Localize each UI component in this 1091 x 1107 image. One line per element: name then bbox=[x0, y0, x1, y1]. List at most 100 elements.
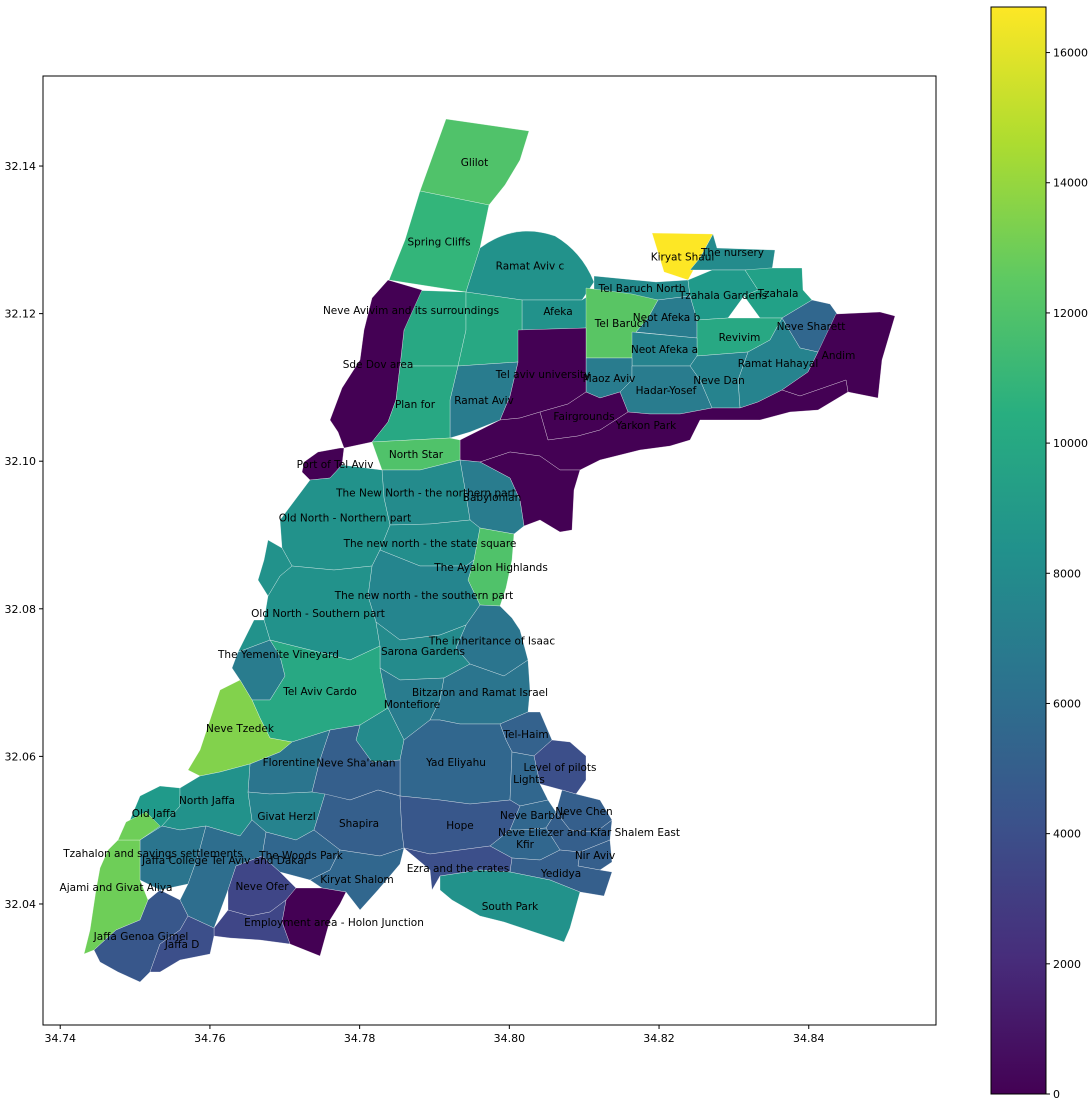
neighborhood-label: Jaffa D bbox=[164, 939, 200, 951]
neighborhood-label: Neot Afeka b bbox=[633, 312, 701, 324]
neighborhood-label: Level of pilots bbox=[523, 762, 596, 774]
neighborhood-label: Nir Aviv bbox=[575, 850, 615, 862]
x-tick-label: 34.78 bbox=[344, 1032, 376, 1045]
x-tick-label: 34.74 bbox=[44, 1032, 76, 1045]
neighborhood-label: Neve Barbur bbox=[500, 810, 567, 822]
neighborhood-label: Tzahala Gardens bbox=[678, 290, 767, 302]
neighborhood-label: The new north - the state square bbox=[343, 538, 517, 550]
colorbar-tick-label: 8000 bbox=[1053, 567, 1081, 580]
neighborhood-region-level-of-pilots bbox=[533, 739, 587, 795]
neighborhood-label: Ajami and Givat Aliya bbox=[60, 882, 173, 894]
neighborhood-label: Sarona Gardens bbox=[381, 646, 465, 658]
neighborhood-label: Ramat Aviv bbox=[454, 395, 514, 407]
neighborhood-label: Hope bbox=[446, 820, 473, 832]
neighborhood-label: Tel Baruch North bbox=[597, 283, 685, 295]
neighborhood-region-old-north-coast bbox=[237, 619, 271, 653]
neighborhood-label: Neve Chen bbox=[555, 806, 612, 818]
neighborhood-label: Revivim bbox=[719, 332, 761, 344]
colorbar-tick-label: 10000 bbox=[1053, 437, 1088, 450]
y-tick-label: 32.14 bbox=[5, 160, 37, 173]
neighborhood-region-neve-avivim-2 bbox=[457, 291, 523, 367]
neighborhood-label: Old Jaffa bbox=[132, 808, 176, 820]
neighborhood-label: Plan for bbox=[395, 399, 436, 411]
neighborhood-label: Tel Aviv Cardo bbox=[282, 686, 357, 698]
neighborhood-label: The Yemenite Vineyard bbox=[217, 649, 339, 661]
neighborhood-label: South Park bbox=[482, 901, 539, 913]
x-tick-label: 34.84 bbox=[793, 1032, 825, 1045]
neighborhood-label: Employment area - Holon Junction bbox=[244, 917, 424, 929]
neighborhood-label: Spring Cliffs bbox=[407, 237, 470, 249]
map-y-axis: 32.04 32.06 32.08 32.10 32.12 32.14 bbox=[5, 160, 43, 911]
y-tick-label: 32.06 bbox=[5, 750, 37, 763]
colorbar-tick-label: 0 bbox=[1053, 1088, 1060, 1101]
neighborhood-label: Bitzaron and Ramat Israel bbox=[412, 687, 548, 699]
neighborhood-label: Jaffa College Tel Aviv and Dakar bbox=[141, 855, 309, 867]
neighborhood-label: Port of Tel Aviv bbox=[297, 459, 374, 471]
neighborhood-label: Old North - Southern part bbox=[251, 608, 385, 620]
neighborhood-label: Kiryat Shaul bbox=[651, 252, 715, 264]
colorbar-tick-label: 16000 bbox=[1053, 47, 1088, 60]
colorbar-gradient bbox=[990, 6, 1047, 1095]
neighborhood-label: The nursery bbox=[700, 247, 764, 259]
neighborhood-label: Fairgrounds bbox=[553, 411, 614, 423]
neighborhood-label: The Ayalon Highlands bbox=[433, 562, 548, 574]
neighborhood-region-south-park bbox=[439, 869, 581, 943]
neighborhood-region-coast-strip bbox=[257, 539, 293, 597]
neighborhood-label: Glilot bbox=[461, 157, 488, 169]
neighborhood-region-ajami bbox=[83, 839, 149, 955]
neighborhood-label: Babylonian bbox=[463, 492, 522, 504]
neighborhood-polygons bbox=[83, 118, 896, 983]
neighborhood-label: Lights bbox=[513, 774, 545, 786]
colorbar-tick-label: 6000 bbox=[1053, 697, 1081, 710]
neighborhood-label: Neve Avivim and its surroundings bbox=[323, 305, 499, 317]
neighborhood-label: Ezra and the crates bbox=[407, 863, 509, 875]
colorbar-tick-label: 2000 bbox=[1053, 958, 1081, 971]
y-tick-label: 32.12 bbox=[5, 308, 37, 321]
neighborhood-label: Andim bbox=[822, 350, 856, 362]
neighborhood-region-employment-west bbox=[213, 899, 291, 945]
colorbar: 0 2000 4000 6000 8000 10000 12000 14000 16000 bbox=[990, 6, 1088, 1101]
colorbar-tick-label: 4000 bbox=[1053, 828, 1081, 841]
neighborhood-label: North Star bbox=[389, 449, 444, 461]
neighborhood-label: The new north - the southern part bbox=[334, 590, 514, 602]
neighborhood-label: Hadar-Yosef bbox=[636, 385, 697, 397]
y-tick-label: 32.10 bbox=[5, 455, 37, 468]
neighborhood-label: Ramat Aviv c bbox=[496, 261, 565, 273]
neighborhood-label: Shapira bbox=[339, 818, 379, 830]
neighborhood-label: Tel-Haim bbox=[502, 729, 548, 741]
x-tick-label: 34.76 bbox=[194, 1032, 226, 1045]
neighborhood-label: The New North - the northern part bbox=[335, 488, 516, 500]
neighborhood-label: Montefiore bbox=[384, 699, 440, 711]
x-tick-label: 34.82 bbox=[643, 1032, 675, 1045]
neighborhood-label: Tel Baruch bbox=[594, 318, 649, 330]
neighborhood-label: Maoz Aviv bbox=[583, 373, 636, 385]
neighborhood-label: Florentine bbox=[263, 757, 316, 769]
neighborhood-label: Neve Ofer bbox=[235, 881, 289, 893]
neighborhood-labels: Glilot Spring Cliffs Ramat Aviv c Kiryat Sh… bbox=[60, 157, 856, 951]
neighborhood-label: Kiryat Shalom bbox=[320, 874, 394, 886]
neighborhood-label: Ramat Hahayal bbox=[738, 358, 819, 370]
neighborhood-label: The Woods Park bbox=[258, 850, 344, 862]
neighborhood-label: Neve Sharett bbox=[777, 321, 846, 333]
colorbar-tick-label: 14000 bbox=[1053, 177, 1088, 190]
neighborhood-label: Sde Dov area bbox=[343, 359, 414, 371]
neighborhood-label: Yarkon Park bbox=[615, 420, 677, 432]
neighborhood-label: Neve Tzedek bbox=[206, 723, 275, 735]
neighborhood-label: Yedidya bbox=[540, 868, 581, 880]
neighborhood-label: Neve Eliezer and Kfar Shalem East bbox=[498, 827, 680, 839]
neighborhood-label: Tzahalon and savings settlements bbox=[62, 848, 243, 860]
y-tick-label: 32.04 bbox=[5, 898, 37, 911]
neighborhood-label: Yad Eliyahu bbox=[425, 757, 486, 769]
neighborhood-label: Givat Herzl bbox=[257, 811, 315, 823]
x-tick-label: 34.80 bbox=[494, 1032, 526, 1045]
colorbar-tick-label: 12000 bbox=[1053, 307, 1088, 320]
neighborhood-label: Tel aviv university bbox=[495, 369, 590, 381]
neighborhood-label: Neot Afeka a bbox=[631, 344, 698, 356]
y-tick-label: 32.08 bbox=[5, 603, 37, 616]
neighborhood-label: Neve Sha'anan bbox=[316, 758, 395, 770]
map-x-axis: 34.74 34.76 34.78 34.80 34.82 34.84 bbox=[44, 1025, 824, 1045]
neighborhood-label: Neve Dan bbox=[693, 375, 745, 387]
neighborhood-label: The inheritance of Isaac bbox=[428, 636, 555, 648]
neighborhood-label: North Jaffa bbox=[179, 795, 235, 807]
